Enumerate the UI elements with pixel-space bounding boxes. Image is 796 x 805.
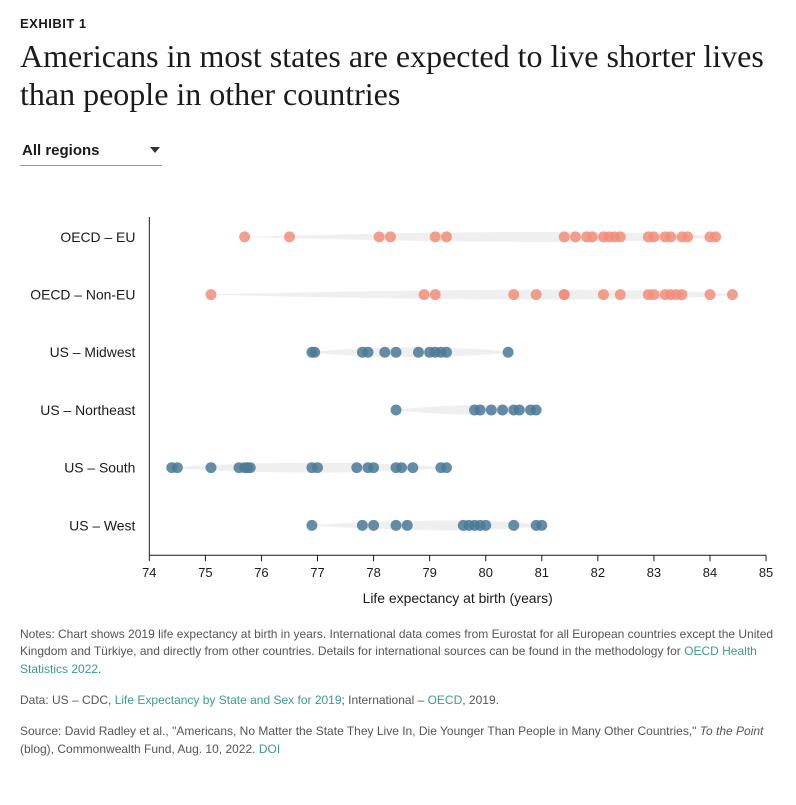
doi-link[interactable]: DOI	[259, 742, 280, 756]
data-point	[587, 231, 598, 242]
data-point	[648, 289, 659, 300]
data-point	[441, 462, 452, 473]
data-point	[245, 462, 256, 473]
data-point	[284, 231, 295, 242]
data-point	[363, 347, 374, 358]
data-point	[727, 289, 738, 300]
category-label: US – Midwest	[50, 344, 136, 360]
data-point	[536, 520, 547, 531]
chart-title: Americans in most states are expected to…	[20, 37, 776, 114]
data-point	[676, 289, 687, 300]
chart-svg: OECD – EU OECD – Non-EU US – Midwest US – N…	[20, 194, 776, 614]
cdc-link[interactable]: Life Expectancy by State and Sex for 201…	[115, 693, 342, 707]
data-point	[514, 404, 525, 415]
x-axis-title: Life expectancy at birth (years)	[363, 590, 553, 606]
x-tick-label: 74	[142, 565, 156, 580]
footnotes: Notes: Chart shows 2019 life expectancy …	[20, 626, 776, 758]
data-point	[570, 231, 581, 242]
data-point	[615, 231, 626, 242]
x-tick-label: 75	[198, 565, 212, 580]
category-label: OECD – EU	[60, 229, 135, 245]
data-point	[665, 231, 676, 242]
data-point	[430, 289, 441, 300]
data-point	[402, 520, 413, 531]
violin-band	[306, 347, 514, 357]
data-point	[309, 347, 320, 358]
data-point	[391, 404, 402, 415]
data-point	[682, 231, 693, 242]
x-tick-label: 78	[366, 565, 380, 580]
x-tick-label: 82	[591, 565, 605, 580]
data-point	[379, 347, 390, 358]
data-point	[391, 347, 402, 358]
category-label: US – South	[64, 459, 135, 475]
x-tick-label: 83	[647, 565, 661, 580]
data-point	[396, 462, 407, 473]
data-point	[508, 289, 519, 300]
data-point	[598, 289, 609, 300]
data-point	[559, 231, 570, 242]
data-point	[172, 462, 183, 473]
data-point	[486, 404, 497, 415]
data-point	[368, 520, 379, 531]
x-tick-label: 77	[310, 565, 324, 580]
x-tick-label: 85	[759, 565, 773, 580]
category-label: US – West	[69, 517, 135, 533]
data-point	[508, 520, 519, 531]
data-point	[480, 520, 491, 531]
data-point	[368, 462, 379, 473]
category-label: OECD – Non-EU	[30, 286, 135, 302]
footnote-data: Data: US – CDC, Life Expectancy by State…	[20, 692, 776, 709]
data-point	[648, 231, 659, 242]
data-point	[206, 462, 217, 473]
data-point	[441, 231, 452, 242]
exhibit-label: EXHIBIT 1	[20, 16, 776, 31]
footnote-source: Source: David Radley et al., "Americans,…	[20, 723, 776, 758]
x-tick-label: 76	[254, 565, 268, 580]
chevron-down-icon	[150, 147, 160, 153]
data-point	[705, 289, 716, 300]
data-point	[503, 347, 514, 358]
data-point	[351, 462, 362, 473]
data-point	[430, 231, 441, 242]
data-point	[391, 520, 402, 531]
strip-chart: OECD – EU OECD – Non-EU US – Midwest US – N…	[20, 194, 776, 614]
data-point	[441, 347, 452, 358]
x-tick-label: 84	[703, 565, 717, 580]
x-tick-label: 81	[535, 565, 549, 580]
x-tick-label: 80	[479, 565, 493, 580]
data-point	[497, 404, 508, 415]
data-point	[615, 289, 626, 300]
data-point	[475, 404, 486, 415]
data-point	[374, 231, 385, 242]
oecd-link[interactable]: OECD	[428, 693, 463, 707]
data-point	[206, 289, 217, 300]
x-tick-label: 79	[422, 565, 436, 580]
dropdown-selected-label: All regions	[22, 142, 100, 159]
data-point	[312, 462, 323, 473]
category-label: US – Northeast	[40, 402, 135, 418]
data-point	[357, 520, 368, 531]
data-point	[407, 462, 418, 473]
data-point	[531, 404, 542, 415]
data-point	[385, 231, 396, 242]
data-point	[710, 231, 721, 242]
region-dropdown[interactable]: All regions	[20, 138, 162, 166]
footnote-notes: Notes: Chart shows 2019 life expectancy …	[20, 626, 776, 678]
data-point	[239, 231, 250, 242]
data-point	[413, 347, 424, 358]
data-point	[531, 289, 542, 300]
data-point	[419, 289, 430, 300]
data-point	[306, 520, 317, 531]
data-point	[559, 289, 570, 300]
